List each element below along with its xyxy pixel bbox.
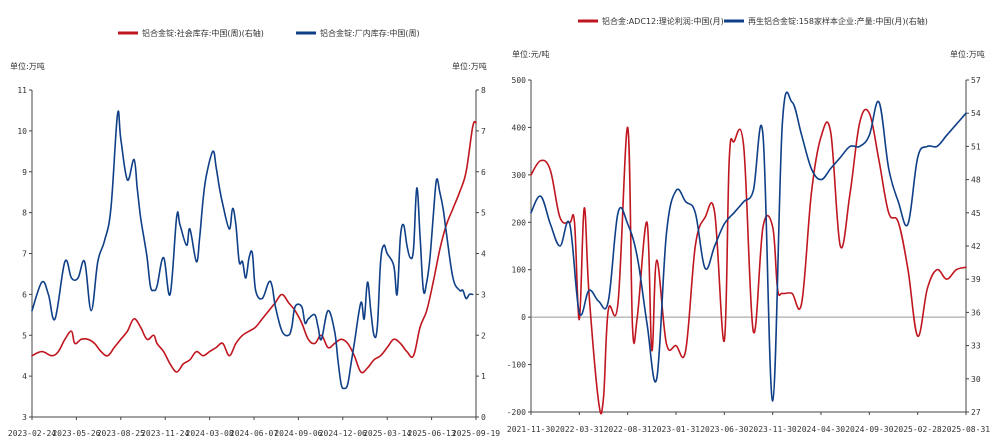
left-tick-label: 400 — [512, 123, 527, 132]
right-tick-label: 1 — [481, 372, 486, 381]
right-tick-label: 45 — [971, 209, 981, 218]
left-chart: 铝合金锭:社会库存:中国(周)(右轴) 铝合金锭:厂内库存:中国(周) 单位:万… — [8, 28, 500, 438]
x-tick-label: 2024-04-30 — [797, 425, 845, 434]
x-tick-label: 2023-05-26 — [52, 429, 100, 438]
right-tick-label: 33 — [971, 342, 981, 351]
left-tick-label: 500 — [512, 76, 527, 85]
left-tick-label: 200 — [512, 218, 527, 227]
left-tick-label: -200 — [507, 408, 526, 417]
x-tick-label: 2023-01-31 — [652, 425, 700, 434]
left-tick-label: 4 — [22, 372, 27, 381]
right-chart-series — [530, 91, 967, 415]
x-tick-label: 2023-11-30 — [749, 425, 797, 434]
x-tick-label: 2022-03-31 — [555, 425, 603, 434]
left-tick-label: 8 — [22, 209, 27, 218]
x-tick-label: 2025-06-13 — [408, 429, 456, 438]
left-tick-label: 100 — [512, 266, 527, 275]
left-tick-label: 5 — [22, 331, 27, 340]
x-tick-label: 2024-09-06 — [274, 429, 322, 438]
left-chart-series-line-1 — [31, 110, 474, 390]
right-tick-label: 30 — [971, 375, 981, 384]
left-tick-label: 0 — [521, 313, 526, 322]
right-tick-label: 48 — [971, 176, 981, 185]
x-tick-label: 2023-08-25 — [97, 429, 145, 438]
right-tick-label: 4 — [481, 250, 486, 259]
left-tick-label: -100 — [507, 361, 526, 370]
right-tick-label: 7 — [481, 127, 486, 136]
x-tick-label: 2024-06-07 — [230, 429, 278, 438]
right-tick-label: 3 — [481, 290, 486, 299]
left-tick-label: 300 — [512, 171, 527, 180]
x-tick-label: 2021-11-30 — [507, 425, 555, 434]
right-tick-label: 57 — [971, 76, 981, 85]
right-chart-series-line-0 — [530, 108, 967, 415]
right-chart-right-unit: 单位:万吨 — [950, 49, 985, 59]
left-chart-left-unit: 单位:万吨 — [10, 61, 45, 71]
left-tick-label: 6 — [22, 290, 27, 299]
x-tick-label: 2023-11-24 — [141, 429, 189, 438]
right-chart-ticks: -200 -100 0 100 200 300 400 500 27 30 33 36 39 42 45 48… — [507, 76, 991, 434]
x-tick-label: 2024-03-08 — [186, 429, 234, 438]
left-chart-right-unit: 单位:万吨 — [452, 61, 487, 71]
x-tick-label: 2023-06-30 — [700, 425, 748, 434]
left-tick-label: 3 — [22, 413, 27, 422]
x-tick-label: 2025-03-14 — [363, 429, 411, 438]
right-tick-label: 8 — [481, 86, 486, 95]
left-tick-label: 9 — [22, 168, 27, 177]
right-chart-left-unit: 单位:元/吨 — [512, 49, 549, 59]
right-legend-label-1: 再生铝合金锭:158家样本企业:产量:中国(月)(右轴) — [748, 16, 928, 26]
left-chart-ticks: 3 4 5 6 7 8 9 10 11 0 1 2 3 4 5 6 7 8 2023-02-242023-05-26… — [8, 86, 500, 438]
left-chart-series-line-0 — [31, 120, 477, 374]
left-chart-series — [31, 110, 477, 390]
x-tick-label: 2022-08-31 — [604, 425, 652, 434]
left-legend: 铝合金锭:社会库存:中国(周)(右轴) 铝合金锭:厂内库存:中国(周) — [118, 28, 420, 38]
left-tick-label: 7 — [22, 250, 27, 259]
left-legend-label-0: 铝合金锭:社会库存:中国(周)(右轴) — [142, 28, 264, 38]
right-tick-label: 0 — [481, 413, 486, 422]
x-tick-label: 2025-09-19 — [452, 429, 500, 438]
right-tick-label: 39 — [971, 275, 981, 284]
right-tick-label: 5 — [481, 209, 486, 218]
right-legend-label-0: 铝合金:ADC12:理论利润:中国(月) — [602, 16, 724, 26]
x-tick-label: 2023-02-24 — [8, 429, 56, 438]
right-chart: 铝合金:ADC12:理论利润:中国(月) 再生铝合金锭:158家样本企业:产量:… — [507, 16, 991, 434]
right-tick-label: 51 — [971, 142, 981, 151]
right-tick-label: 36 — [971, 308, 981, 317]
left-legend-label-1: 铝合金锭:厂内库存:中国(周) — [320, 28, 420, 38]
left-tick-label: 11 — [17, 86, 27, 95]
right-legend: 铝合金:ADC12:理论利润:中国(月) 再生铝合金锭:158家样本企业:产量:… — [578, 16, 928, 26]
right-tick-label: 27 — [971, 408, 981, 417]
right-tick-label: 2 — [481, 331, 486, 340]
x-tick-label: 2024-09-30 — [845, 425, 893, 434]
right-tick-label: 42 — [971, 242, 981, 251]
right-tick-label: 54 — [971, 109, 981, 118]
right-tick-label: 6 — [481, 168, 486, 177]
left-tick-label: 10 — [17, 127, 27, 136]
x-tick-label: 2024-12-06 — [319, 429, 367, 438]
x-tick-label: 2025-02-28 — [894, 425, 942, 434]
right-chart-series-line-1 — [530, 91, 967, 402]
x-tick-label: 2025-08-31 — [942, 425, 990, 434]
